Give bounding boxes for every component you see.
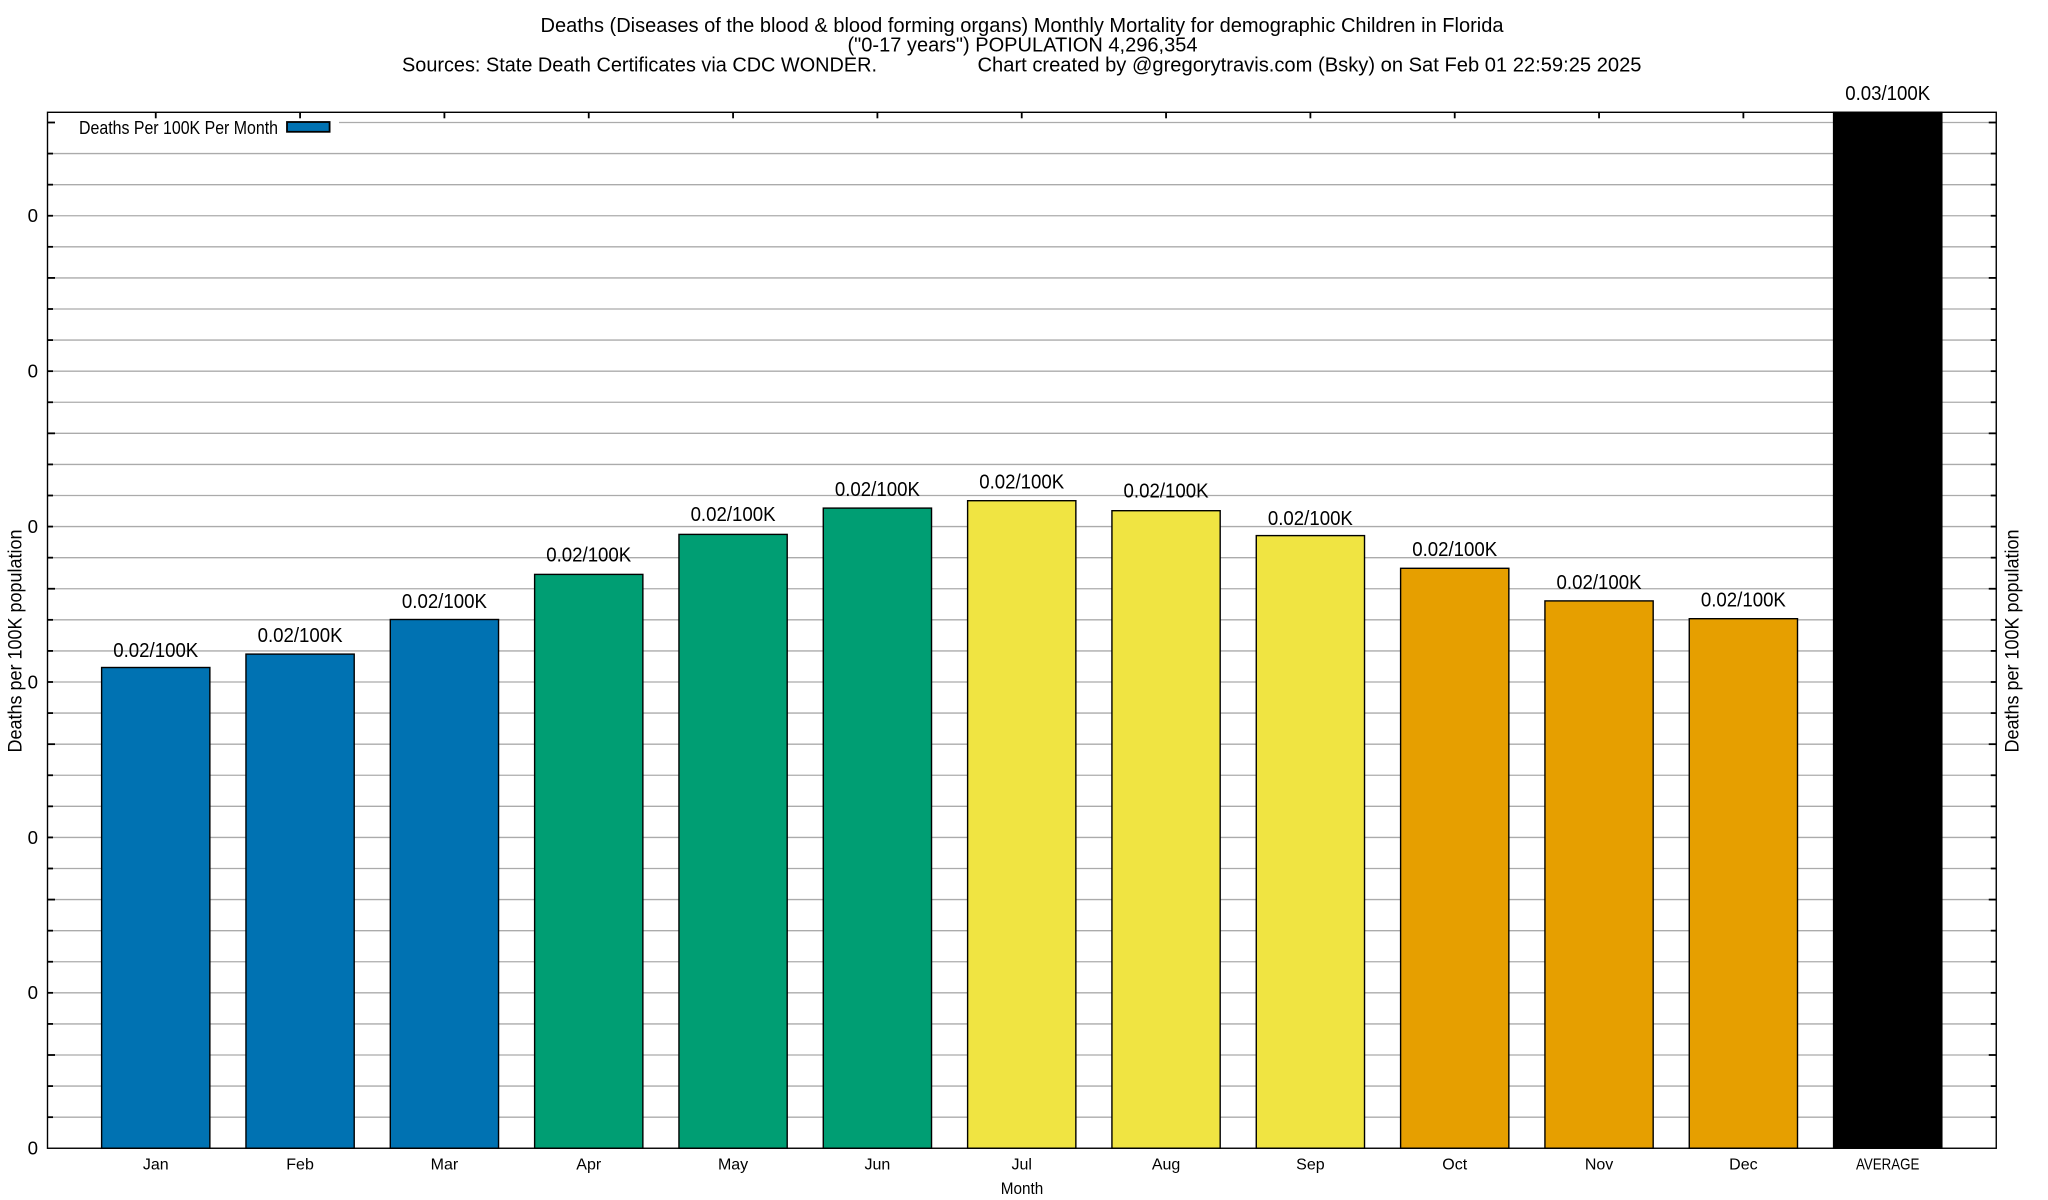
svg-text:0.02/100K: 0.02/100K xyxy=(691,504,777,526)
svg-text:0.02/100K: 0.02/100K xyxy=(1701,590,1787,612)
svg-text:0: 0 xyxy=(28,205,38,226)
svg-text:Mar: Mar xyxy=(431,1157,459,1174)
svg-text:Chart created by @gregorytravi: Chart created by @gregorytravis.com (Bsk… xyxy=(978,54,1642,76)
svg-text:Jul: Jul xyxy=(1012,1157,1032,1174)
svg-text:Oct: Oct xyxy=(1442,1157,1467,1174)
svg-text:0.02/100K: 0.02/100K xyxy=(546,545,632,567)
svg-text:0: 0 xyxy=(28,982,38,1003)
svg-text:AVERAGE: AVERAGE xyxy=(1856,1157,1920,1174)
svg-text:0.02/100K: 0.02/100K xyxy=(1268,508,1354,530)
svg-text:0.02/100K: 0.02/100K xyxy=(258,625,344,647)
svg-text:0.02/100K: 0.02/100K xyxy=(1412,539,1498,561)
svg-text:0: 0 xyxy=(28,361,38,382)
svg-text:Deaths Per 100K Per Month: Deaths Per 100K Per Month xyxy=(79,117,278,138)
svg-text:0.02/100K: 0.02/100K xyxy=(113,640,199,662)
svg-text:May: May xyxy=(718,1157,748,1174)
svg-text:0: 0 xyxy=(28,671,38,692)
svg-text:0.02/100K: 0.02/100K xyxy=(979,472,1065,494)
svg-text:Month: Month xyxy=(1001,1180,1044,1198)
svg-text:0.02/100K: 0.02/100K xyxy=(402,591,488,613)
svg-text:Sources: State Death Certifica: Sources: State Death Certificates via CD… xyxy=(402,54,877,76)
svg-text:Sep: Sep xyxy=(1296,1157,1325,1174)
svg-text:Jun: Jun xyxy=(865,1157,891,1174)
svg-text:0.02/100K: 0.02/100K xyxy=(1557,572,1643,594)
svg-text:Aug: Aug xyxy=(1152,1157,1180,1174)
svg-text:0: 0 xyxy=(28,516,38,537)
svg-text:0.02/100K: 0.02/100K xyxy=(1124,481,1210,503)
svg-text:0.02/100K: 0.02/100K xyxy=(835,479,921,501)
svg-text:Apr: Apr xyxy=(576,1157,602,1174)
svg-text:0: 0 xyxy=(28,1138,38,1159)
svg-text:Nov: Nov xyxy=(1585,1157,1613,1174)
svg-text:Jan: Jan xyxy=(143,1157,169,1174)
svg-text:Deaths per 100K population: Deaths per 100K population xyxy=(5,530,27,753)
svg-text:Deaths per 100K population: Deaths per 100K population xyxy=(2002,530,2024,753)
svg-text:Deaths (Diseases of the blood: Deaths (Diseases of the blood & blood fo… xyxy=(541,15,1505,37)
svg-text:Dec: Dec xyxy=(1729,1157,1757,1174)
svg-text:("0-17 years") POPULATION 4,29: ("0-17 years") POPULATION 4,296,354 xyxy=(848,35,1198,57)
svg-text:0: 0 xyxy=(28,827,38,848)
svg-text:Feb: Feb xyxy=(286,1157,314,1174)
svg-text:0.03/100K: 0.03/100K xyxy=(1845,83,1931,105)
